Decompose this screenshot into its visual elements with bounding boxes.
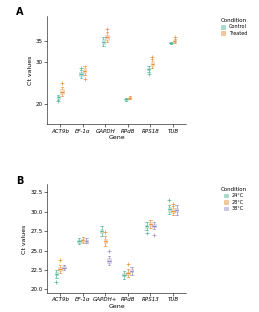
FancyBboxPatch shape bbox=[55, 272, 58, 275]
FancyBboxPatch shape bbox=[57, 95, 60, 99]
FancyBboxPatch shape bbox=[104, 239, 107, 243]
Legend: 24°C, 28°C, 38°C: 24°C, 28°C, 38°C bbox=[221, 187, 247, 211]
FancyBboxPatch shape bbox=[173, 40, 176, 41]
FancyBboxPatch shape bbox=[128, 97, 131, 99]
X-axis label: Gene: Gene bbox=[108, 304, 125, 309]
FancyBboxPatch shape bbox=[105, 35, 109, 40]
FancyBboxPatch shape bbox=[62, 266, 66, 268]
FancyBboxPatch shape bbox=[149, 222, 152, 226]
FancyBboxPatch shape bbox=[145, 225, 148, 228]
FancyBboxPatch shape bbox=[169, 42, 173, 43]
FancyBboxPatch shape bbox=[123, 273, 126, 276]
Y-axis label: Ct values: Ct values bbox=[28, 55, 33, 85]
FancyBboxPatch shape bbox=[175, 208, 178, 212]
FancyBboxPatch shape bbox=[83, 68, 86, 73]
FancyBboxPatch shape bbox=[168, 207, 171, 212]
FancyBboxPatch shape bbox=[100, 229, 103, 233]
Text: A: A bbox=[16, 7, 23, 17]
FancyBboxPatch shape bbox=[81, 239, 84, 242]
FancyBboxPatch shape bbox=[147, 67, 150, 71]
Y-axis label: Ct values: Ct values bbox=[23, 224, 27, 254]
FancyBboxPatch shape bbox=[60, 89, 64, 94]
FancyBboxPatch shape bbox=[124, 99, 128, 100]
FancyBboxPatch shape bbox=[77, 240, 81, 243]
FancyBboxPatch shape bbox=[85, 240, 88, 242]
FancyBboxPatch shape bbox=[107, 258, 111, 263]
FancyBboxPatch shape bbox=[150, 61, 154, 66]
FancyBboxPatch shape bbox=[130, 269, 133, 272]
FancyBboxPatch shape bbox=[126, 271, 130, 275]
FancyBboxPatch shape bbox=[79, 72, 83, 76]
Text: B: B bbox=[16, 176, 23, 186]
FancyBboxPatch shape bbox=[102, 40, 105, 44]
X-axis label: Gene: Gene bbox=[108, 135, 125, 140]
Legend: Control, Treated: Control, Treated bbox=[221, 18, 247, 36]
FancyBboxPatch shape bbox=[152, 224, 156, 227]
FancyBboxPatch shape bbox=[59, 267, 62, 271]
FancyBboxPatch shape bbox=[171, 208, 175, 213]
